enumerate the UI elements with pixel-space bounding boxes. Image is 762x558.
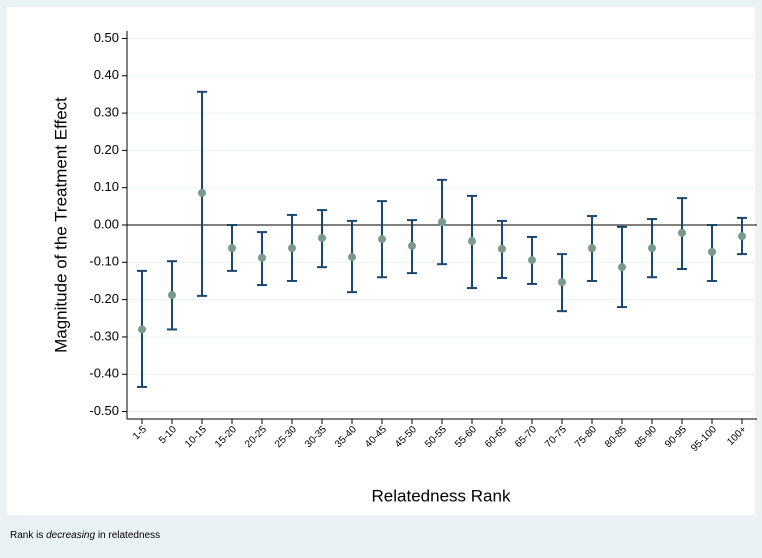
- y-tick-label: 0.20: [94, 142, 119, 157]
- point: [258, 253, 266, 262]
- point: [138, 325, 146, 334]
- x-axis-label: Relatedness Rank: [372, 486, 511, 505]
- y-tick-label: 0.30: [94, 105, 119, 120]
- point: [168, 291, 176, 300]
- note-part: decreasing: [46, 530, 95, 541]
- point: [618, 263, 626, 272]
- point: [438, 218, 446, 227]
- point: [678, 228, 686, 237]
- point: [198, 188, 206, 197]
- y-tick-label: 0.40: [94, 67, 119, 82]
- point: [708, 247, 716, 256]
- y-tick-label: 0.00: [94, 216, 119, 231]
- y-axis-label: Magnitude of the Treatment Effect: [51, 97, 70, 353]
- point: [408, 241, 416, 250]
- point: [288, 244, 296, 253]
- point: [318, 234, 326, 243]
- point: [738, 232, 746, 241]
- y-tick-label: -0.40: [89, 366, 119, 381]
- point: [648, 244, 656, 253]
- y-tick-label: -0.10: [89, 254, 119, 269]
- note-part: in relatedness: [95, 530, 160, 541]
- note-part: Rank is: [10, 530, 46, 541]
- point: [588, 244, 596, 253]
- y-tick-label: -0.50: [89, 403, 119, 418]
- point: [558, 278, 566, 287]
- y-tick-label: 0.50: [94, 30, 119, 45]
- point: [378, 235, 386, 244]
- y-tick-label: 0.10: [94, 179, 119, 194]
- point: [468, 237, 476, 246]
- point: [528, 256, 536, 265]
- point: [498, 244, 506, 253]
- note: Rank is decreasing in relatedness: [10, 530, 160, 541]
- y-tick-label: -0.30: [89, 328, 119, 343]
- point: [348, 253, 356, 262]
- point: [228, 244, 236, 253]
- y-tick-label: -0.20: [89, 291, 119, 306]
